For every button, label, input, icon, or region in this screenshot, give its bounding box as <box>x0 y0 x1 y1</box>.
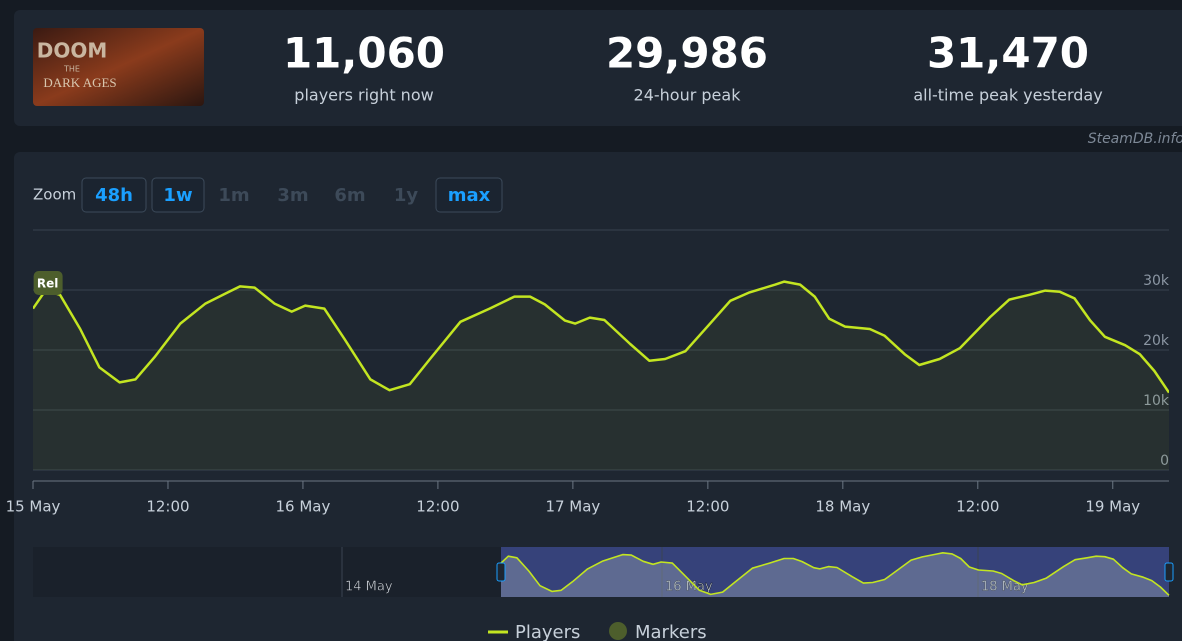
legend: Players Markers <box>488 622 707 641</box>
zoom-button-label: 1y <box>394 185 419 206</box>
marker-label: Rel <box>37 277 59 291</box>
stats-card <box>14 10 1182 126</box>
navigator-content: 14 May16 May18 May <box>341 547 1170 597</box>
navigator-handle[interactable] <box>1164 562 1174 582</box>
zoom-button-label: 3m <box>277 185 308 206</box>
y-tick-label: 30k <box>1143 273 1170 289</box>
zoom-button-label: 1m <box>218 185 249 206</box>
plot <box>33 280 1169 470</box>
game-logo <box>33 28 204 106</box>
zoom-button[interactable] <box>81 177 147 213</box>
stat-label: 24-hour peak <box>634 86 742 105</box>
zoom-button[interactable] <box>151 177 205 213</box>
x-tick-label: 16 May <box>276 498 331 516</box>
chart: 0 10k 20k 30k 15 May 12:00 16 May 12:00 17 May 12… <box>6 271 1170 516</box>
legend-label[interactable]: Markers <box>635 622 707 641</box>
stat-value: 11,060 <box>283 29 445 78</box>
y-tick-label: 10k <box>1143 393 1170 409</box>
line <box>33 280 1169 394</box>
stat-label: players right now <box>294 86 433 105</box>
stat-label: all-time peak yesterday <box>913 86 1102 105</box>
navigator-selection <box>501 547 1169 597</box>
stats: 11,060 players right now 29,986 24-hour pea… <box>283 29 1103 105</box>
navigator-label: 14 May <box>345 580 393 595</box>
zoom-button-label: 6m <box>334 185 365 206</box>
area <box>501 552 1169 597</box>
marker <box>33 271 63 295</box>
logo-text: THE <box>63 65 80 74</box>
chart-card <box>14 152 1182 641</box>
navigator-label: 18 May <box>981 580 1029 595</box>
source-credit: SteamDB.info <box>1088 131 1182 147</box>
legend-label[interactable]: Players <box>515 622 580 641</box>
stat-value: 31,470 <box>927 29 1089 78</box>
zoom-label: Zoom <box>33 186 76 204</box>
x-tick-label: 15 May <box>6 498 61 516</box>
y-tick-label: 20k <box>1143 333 1170 349</box>
logo-text: DARK AGES <box>43 75 116 90</box>
zoom-button-label[interactable]: max <box>448 185 491 206</box>
zoom-button[interactable] <box>435 177 503 213</box>
y-tick-label: 0 <box>1160 453 1169 469</box>
legend-swatch <box>609 622 627 640</box>
zoom-button-label[interactable]: 1w <box>163 185 192 206</box>
area <box>33 281 1169 470</box>
x-tick-label: 19 May <box>1085 498 1140 516</box>
zoom-button-label[interactable]: 48h <box>95 185 133 206</box>
zoom-buttons: 48h 1w 1m 3m 6m 1y max <box>81 177 503 213</box>
x-tick-label: 12:00 <box>416 498 459 516</box>
x-tick-label: 12:00 <box>956 498 999 516</box>
x-tick-label: 18 May <box>815 498 870 516</box>
stat-value: 29,986 <box>606 29 768 78</box>
x-tick-label: 12:00 <box>146 498 189 516</box>
logo-text: DOOM <box>37 39 108 63</box>
line <box>500 552 1170 596</box>
x-tick-label: 17 May <box>545 498 600 516</box>
navigator-handle[interactable] <box>496 562 506 582</box>
x-tick-label: 12:00 <box>686 498 729 516</box>
